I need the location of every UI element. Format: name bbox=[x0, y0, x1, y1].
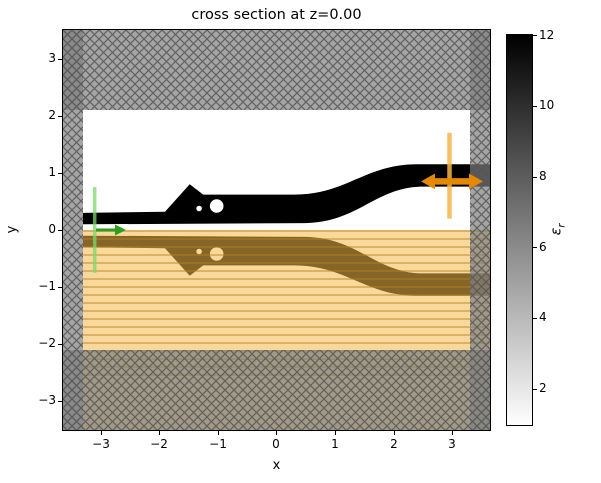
y-tick-mark bbox=[58, 230, 62, 231]
plot-title: cross section at z=0.00 bbox=[191, 7, 362, 23]
colorbar-tick-mark bbox=[533, 106, 537, 107]
colorbar-tick-label: 8 bbox=[539, 169, 547, 183]
y-tick-label: −1 bbox=[38, 279, 56, 293]
colorbar-tick-label: 2 bbox=[539, 381, 547, 395]
colorbar-tick-mark bbox=[533, 247, 537, 248]
x-tick-mark bbox=[276, 431, 277, 435]
colorbar-tick-mark bbox=[533, 35, 537, 36]
colorbar-tick-label: 12 bbox=[539, 28, 555, 42]
pml-right bbox=[470, 30, 490, 430]
y-tick-label: 3 bbox=[48, 51, 56, 65]
pml-top bbox=[63, 30, 490, 110]
x-tick-mark bbox=[452, 431, 453, 435]
colorbar-gradient bbox=[506, 34, 533, 426]
colorbar-tick-label: 10 bbox=[539, 98, 555, 112]
x-tick-mark bbox=[159, 431, 160, 435]
monitor-arrow-head-right bbox=[469, 173, 483, 190]
pml-left bbox=[63, 30, 83, 430]
y-tick-label: −3 bbox=[38, 393, 56, 407]
colorbar-tick-label: 6 bbox=[539, 240, 547, 254]
y-tick-label: 1 bbox=[48, 165, 56, 179]
x-tick-label: 2 bbox=[390, 437, 398, 451]
x-tick-label: 0 bbox=[272, 437, 280, 451]
y-tick-mark bbox=[58, 401, 62, 402]
y-tick-mark bbox=[58, 287, 62, 288]
plot-area bbox=[62, 29, 491, 431]
x-tick-mark bbox=[101, 431, 102, 435]
pml-bottom bbox=[63, 350, 490, 430]
colorbar-tick-mark bbox=[533, 177, 537, 178]
colorbar-tick-label: 4 bbox=[539, 310, 547, 324]
y-tick-label: 0 bbox=[48, 222, 56, 236]
y-tick-mark bbox=[58, 173, 62, 174]
cross-section-canvas bbox=[63, 30, 490, 430]
y-tick-label: 2 bbox=[48, 108, 56, 122]
x-axis-label: x bbox=[272, 458, 281, 473]
monitor-arrow-head-left bbox=[421, 173, 435, 190]
source-arrow-head bbox=[115, 224, 126, 236]
colorbar-tick-mark bbox=[533, 389, 537, 390]
x-tick-label: 3 bbox=[448, 437, 456, 451]
x-tick-label: 1 bbox=[331, 437, 339, 451]
x-tick-mark bbox=[218, 431, 219, 435]
colorbar-label: εr bbox=[548, 224, 567, 236]
y-axis-label: y bbox=[4, 225, 20, 234]
colorbar-tick-mark bbox=[533, 318, 537, 319]
waveguide-top bbox=[83, 164, 490, 225]
epsilon-subscript: r bbox=[556, 223, 568, 228]
y-tick-mark bbox=[58, 344, 62, 345]
x-tick-label: −1 bbox=[209, 437, 227, 451]
epsilon-symbol: ε bbox=[548, 227, 565, 236]
x-tick-mark bbox=[394, 431, 395, 435]
x-tick-label: −3 bbox=[92, 437, 110, 451]
y-tick-label: −2 bbox=[38, 336, 56, 350]
y-tick-mark bbox=[58, 59, 62, 60]
x-tick-mark bbox=[335, 431, 336, 435]
x-tick-label: −2 bbox=[150, 437, 168, 451]
y-tick-mark bbox=[58, 116, 62, 117]
